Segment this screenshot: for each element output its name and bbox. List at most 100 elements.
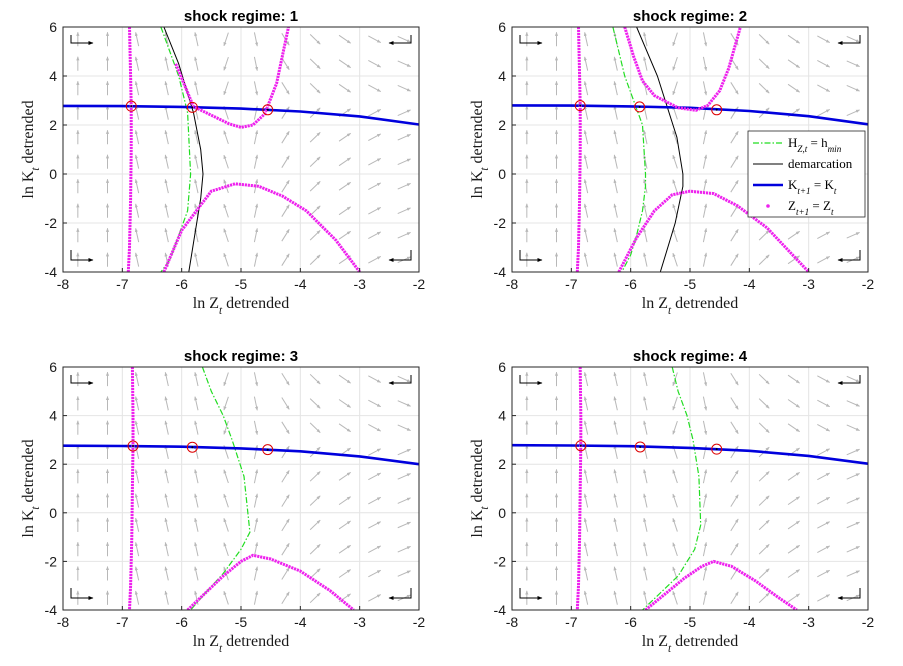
vector-arrow <box>309 544 321 555</box>
vector-arrow <box>397 570 411 577</box>
vector-arrow <box>817 35 831 43</box>
vector-arrow <box>730 155 739 168</box>
k-nullcline <box>63 104 419 126</box>
vector-arrow <box>787 34 800 44</box>
vector-arrow <box>730 542 739 556</box>
vector-arrow <box>787 230 800 240</box>
steady-state-marker <box>711 443 723 455</box>
vector-arrow <box>223 252 229 267</box>
vector-arrow <box>787 255 800 265</box>
vector-arrow <box>702 420 708 435</box>
vector-arrow <box>194 81 199 96</box>
vector-arrow <box>846 545 860 553</box>
vector-arrow <box>758 422 770 433</box>
vector-arrow <box>253 372 259 387</box>
vector-arrow <box>583 56 589 71</box>
vector-arrow <box>309 519 321 531</box>
vector-arrow <box>817 60 831 68</box>
vector-arrow <box>730 82 739 95</box>
vector-arrow <box>223 81 229 96</box>
vector-arrow <box>281 130 290 144</box>
vector-arrow <box>758 519 770 531</box>
panel-title: shock regime: 4 <box>633 348 748 365</box>
vector-arrow <box>702 130 708 145</box>
vector-arrow <box>164 105 169 120</box>
vector-arrow <box>223 590 229 605</box>
panel-title: shock regime: 3 <box>184 348 298 365</box>
vector-arrow <box>164 371 169 387</box>
vector-arrow <box>281 591 290 605</box>
vector-arrow <box>338 399 351 408</box>
curves <box>512 27 868 272</box>
y-tick-label: -4 <box>45 264 58 280</box>
vector-arrow <box>253 396 259 411</box>
corner-arrow-top-right <box>837 375 861 385</box>
vector-arrow <box>253 228 259 243</box>
x-tick-label: -4 <box>294 276 307 292</box>
vector-field <box>525 31 860 267</box>
vector-field <box>76 31 411 267</box>
vector-arrow <box>309 398 321 409</box>
vector-arrow <box>223 154 229 169</box>
vector-arrow <box>758 83 770 94</box>
y-tick-label: -2 <box>494 215 507 231</box>
vector-arrow <box>281 228 290 242</box>
z-nullcline <box>575 367 583 610</box>
x-tick-label: -7 <box>116 276 129 292</box>
vector-arrow <box>702 590 708 605</box>
y-tick-label: -2 <box>494 553 507 569</box>
vector-arrow <box>281 567 290 580</box>
vector-arrow <box>613 154 618 169</box>
vector-arrow <box>613 566 618 581</box>
vector-arrow <box>397 448 411 456</box>
vector-arrow <box>194 154 199 169</box>
vector-arrow <box>281 106 290 119</box>
vector-arrow <box>281 253 290 266</box>
vector-arrow <box>397 109 411 117</box>
corner-arrow-top-left <box>70 375 94 385</box>
y-tick-label: 4 <box>498 408 506 424</box>
vector-arrow <box>702 56 708 71</box>
vector-arrow <box>134 130 140 145</box>
vector-arrow <box>846 84 860 92</box>
x-tick-label: -6 <box>175 614 188 630</box>
vector-arrow <box>787 423 800 433</box>
vector-arrow <box>672 252 678 267</box>
vector-arrow <box>672 81 678 96</box>
vector-arrow <box>817 545 831 553</box>
vector-arrow <box>583 517 589 532</box>
y-axis-label: ln Kt detrended <box>20 100 42 198</box>
vector-arrow <box>223 493 229 508</box>
vector-arrow <box>134 179 140 194</box>
vector-arrow <box>397 158 411 166</box>
vector-arrow <box>583 228 589 243</box>
vector-arrow <box>397 521 411 529</box>
vector-arrow <box>730 470 739 483</box>
vector-arrow <box>253 56 259 71</box>
vector-arrow <box>672 228 678 243</box>
vector-arrow <box>253 469 259 484</box>
panel-title: shock regime: 2 <box>633 8 747 25</box>
vector-arrow <box>613 56 618 71</box>
vector-arrow <box>702 203 708 218</box>
k-nullcline <box>63 444 419 466</box>
vector-arrow <box>846 497 860 504</box>
vector-arrow <box>164 420 169 435</box>
x-tick-label: -5 <box>684 614 697 630</box>
vector-arrow <box>338 471 351 481</box>
corner-arrow-bottom-right <box>837 588 861 600</box>
vector-arrow <box>223 130 229 145</box>
vector-arrow <box>194 566 199 581</box>
vector-arrow <box>368 109 382 117</box>
vector-arrow <box>368 496 382 505</box>
chart-panel-1: -8 -7 -6 -5 -4 -3 -2 -4 -2 0 2 4 6 shock regime: 1 ln … <box>20 8 425 317</box>
vector-arrow <box>397 473 411 480</box>
vector-arrow <box>397 133 411 141</box>
vector-arrow <box>613 469 618 484</box>
vector-arrow <box>164 32 169 47</box>
vector-field <box>525 371 860 605</box>
vector-arrow <box>223 542 229 557</box>
corner-arrow-top-right <box>388 375 412 385</box>
vector-arrow <box>817 375 831 383</box>
vector-arrow <box>134 517 140 532</box>
